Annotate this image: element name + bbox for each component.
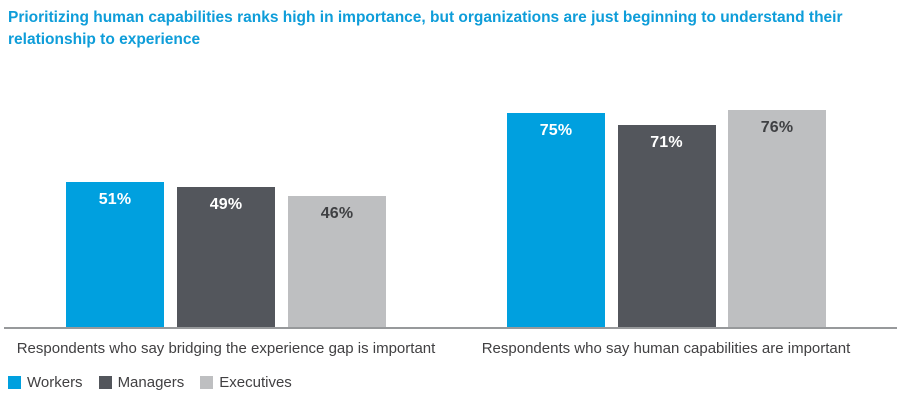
legend-swatch-icon (98, 376, 112, 389)
legend-swatch-icon (200, 376, 214, 389)
legend-item-managers: Managers (98, 374, 185, 391)
bar-managers-group1: 49% (177, 187, 275, 327)
bar-value-label: 75% (539, 122, 573, 139)
legend-item-workers: Workers (8, 374, 83, 391)
bar-value-label: 76% (760, 119, 794, 136)
bar-value-label: 71% (650, 134, 683, 151)
plot-area: 51% 49% 46% 75% 71% 76% (0, 42, 900, 327)
bar-workers-group2: 75% (507, 113, 605, 327)
bar-executives-group2: 76% (728, 110, 826, 327)
legend-label: Executives (219, 374, 292, 391)
legend: Workers Managers Executives (8, 374, 292, 391)
legend-label: Workers (27, 374, 83, 391)
category-caption-experience-gap: Respondents who say bridging the experie… (16, 340, 436, 357)
legend-swatch-icon (8, 376, 21, 389)
bar-value-label: 46% (320, 205, 354, 222)
bar-value-label: 49% (209, 196, 243, 213)
x-axis-line (4, 327, 897, 329)
bar-value-label: 51% (98, 191, 132, 208)
bar-executives-group1: 46% (288, 196, 386, 327)
chart-title: Prioritizing human capabilities ranks hi… (8, 9, 843, 48)
bar-group-human-capabilities: 75% 71% 76% (507, 110, 826, 327)
category-caption-human-capabilities: Respondents who say human capabilities a… (481, 340, 851, 357)
bar-managers-group2: 71% (617, 125, 716, 327)
bar-group-experience-gap: 51% 49% 46% (66, 182, 386, 327)
bar-workers-group1: 51% (66, 182, 164, 327)
legend-item-executives: Executives (200, 374, 292, 391)
legend-label: Managers (117, 374, 185, 391)
